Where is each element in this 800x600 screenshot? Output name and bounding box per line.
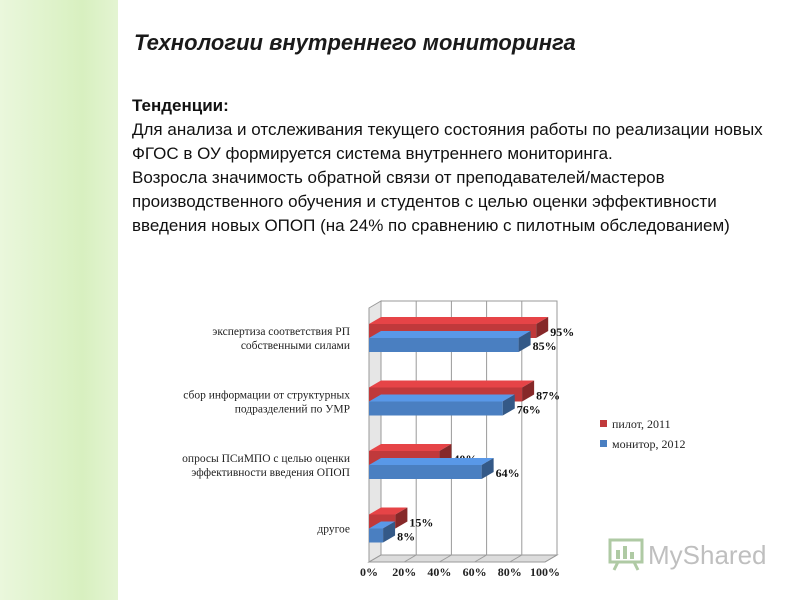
bar-end-face xyxy=(383,521,396,543)
trend-heading: Тенденции: xyxy=(132,96,229,115)
bar-end-face xyxy=(502,394,515,416)
gridline-floor xyxy=(403,554,417,563)
bar-top-face xyxy=(369,458,494,465)
bar-value-label: 8% xyxy=(397,530,415,544)
bar-value-label: 76% xyxy=(517,403,541,417)
bar-value-label: 85% xyxy=(533,339,557,353)
gridline-floor xyxy=(368,554,382,563)
legend-entry: монитор, 2012 xyxy=(612,437,686,451)
paragraph-monitoring-system: Для анализа и отслеживания текущего сост… xyxy=(132,120,763,163)
x-tick-label: 0% xyxy=(360,565,378,579)
bar-top-face xyxy=(369,380,535,388)
paragraph-feedback-importance: Возросла значимость обратной связи от пр… xyxy=(132,168,730,235)
bar-top-face xyxy=(369,394,515,402)
x-tick-label: 20% xyxy=(392,565,416,579)
slide-title: Технологии внутреннего мониторинга xyxy=(134,30,576,55)
bar-value-label: 87% xyxy=(536,389,560,403)
bar-monitor xyxy=(369,465,482,479)
gridline-floor xyxy=(439,554,452,563)
legend-swatch xyxy=(600,440,607,447)
bar-top-face xyxy=(369,507,408,515)
bar-end-face xyxy=(522,380,535,402)
bar-monitor xyxy=(369,401,503,416)
slide-body: Тенденции: Для анализа и отслеживания те… xyxy=(132,94,772,238)
myshared-logo-icon xyxy=(608,538,644,571)
bar-end-face xyxy=(481,458,494,479)
gridline-floor xyxy=(474,554,487,563)
myshared-watermark: MyShared xyxy=(608,538,767,572)
x-tick-label: 60% xyxy=(463,565,487,579)
legend-entry: пилот, 2011 xyxy=(612,417,671,431)
x-tick-label: 80% xyxy=(498,565,522,579)
bar-top-face xyxy=(369,317,549,324)
category-label: эффективности введения ОПОП xyxy=(191,467,350,479)
decorative-left-band xyxy=(0,0,118,600)
x-tick-label: 40% xyxy=(427,565,451,579)
bar-end-face xyxy=(518,331,531,352)
bar-end-face xyxy=(536,317,549,338)
x-tick-label: 100% xyxy=(530,565,560,579)
category-label: собственными силами xyxy=(241,340,350,352)
bar-monitor xyxy=(369,338,519,352)
category-label: сбор информации от структурных xyxy=(183,390,350,402)
gridline-floor xyxy=(544,554,558,563)
bar-top-face xyxy=(369,331,531,338)
category-label: экспертиза соответствия РП xyxy=(212,326,350,338)
bar-value-label: 15% xyxy=(409,516,433,530)
category-label: другое xyxy=(317,524,350,536)
legend-swatch xyxy=(600,420,607,427)
bar-monitor xyxy=(369,528,384,543)
bar-value-label: 95% xyxy=(550,325,574,339)
bar-end-face xyxy=(395,507,408,529)
bar-top-face xyxy=(369,444,452,451)
category-label: опросы ПСиМПО с целью оценки xyxy=(182,453,350,465)
bar-top-face xyxy=(369,521,396,529)
chart-floor xyxy=(367,554,559,563)
watermark-text: MyShared xyxy=(648,539,767,570)
bar-chart: 0% 20% 40% 60% 80% 100% экспертиза соответстви… xyxy=(182,300,686,579)
gridline-floor xyxy=(509,554,523,563)
category-label: подразделений по УМР xyxy=(235,404,350,416)
bar-value-label: 64% xyxy=(496,466,520,480)
